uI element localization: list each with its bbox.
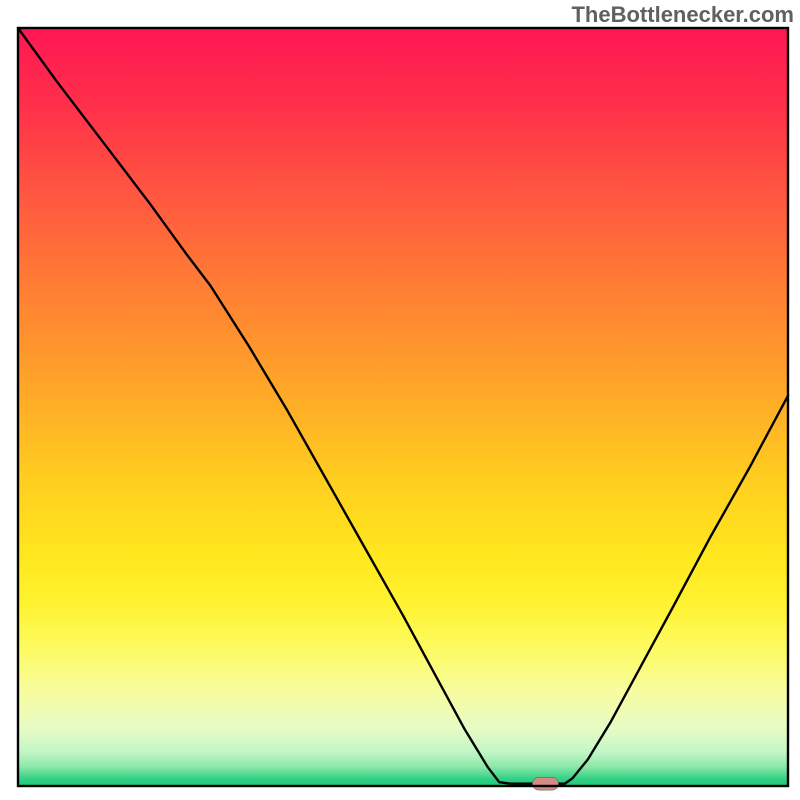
optimal-marker	[532, 777, 558, 790]
chart-container: TheBottlenecker.com	[0, 0, 800, 800]
gradient-background	[18, 28, 788, 786]
watermark-text: TheBottlenecker.com	[571, 2, 794, 28]
bottleneck-chart	[0, 0, 800, 800]
